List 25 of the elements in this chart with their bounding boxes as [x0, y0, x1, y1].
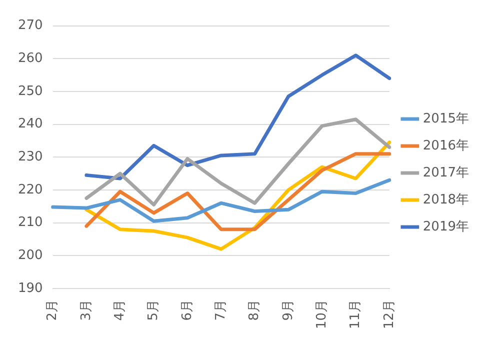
x-tick-label: 11月: [348, 299, 364, 330]
x-tick-label: 10月: [314, 299, 330, 330]
legend-label: 2017年: [422, 165, 470, 180]
x-tick-label: 9月: [280, 299, 296, 321]
legend-label: 2015年: [422, 111, 470, 126]
y-tick-label: 260: [18, 51, 43, 66]
x-tick-label: 6月: [180, 299, 195, 321]
legend-label: 2019年: [422, 219, 470, 234]
x-tick-label: 5月: [146, 299, 162, 321]
legend-label: 2016年: [422, 138, 470, 154]
y-tick-label: 190: [18, 280, 43, 296]
y-tick-label: 230: [18, 150, 43, 165]
x-tick-label: 12月: [382, 299, 397, 330]
y-tick-label: 270: [18, 18, 43, 34]
x-tick-label: 7月: [213, 299, 228, 321]
y-tick-label: 200: [18, 248, 43, 263]
x-tick-label: 4月: [112, 299, 128, 321]
x-tick-label: 8月: [247, 299, 262, 321]
y-tick-label: 210: [18, 215, 43, 230]
y-tick-label: 240: [18, 116, 43, 132]
y-tick-label: 250: [18, 84, 43, 99]
y-tick-label: 220: [18, 182, 43, 198]
x-tick-label: 2月: [45, 299, 60, 321]
x-tick-label: 3月: [78, 299, 94, 321]
legend-label: 2018年: [422, 192, 470, 208]
